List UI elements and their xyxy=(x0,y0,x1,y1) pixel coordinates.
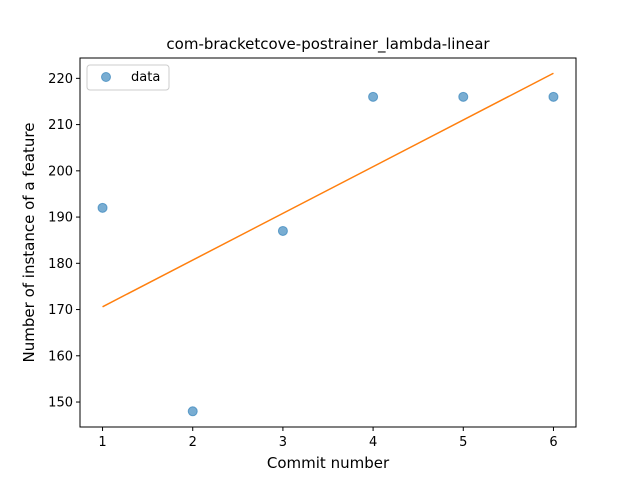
y-tick-label: 180 xyxy=(48,257,73,272)
x-tick-label: 1 xyxy=(98,435,106,450)
plot-frame xyxy=(79,57,577,428)
x-tick-label: 6 xyxy=(549,435,557,450)
legend-label-data: data xyxy=(131,70,160,85)
x-axis-ticks: 1 2 3 4 5 6 xyxy=(98,427,558,450)
y-tick-label: 160 xyxy=(48,349,73,364)
y-tick-label: 170 xyxy=(48,303,73,318)
data-point xyxy=(548,91,559,102)
data-point xyxy=(368,91,379,102)
data-point xyxy=(187,406,198,417)
y-axis-ticks: 150 160 170 180 190 200 210 220 xyxy=(48,72,80,411)
y-tick-label: 200 xyxy=(48,164,73,179)
y-tick-label: 190 xyxy=(48,211,73,226)
data-point xyxy=(458,91,469,102)
y-tick-label: 220 xyxy=(48,72,73,87)
legend-box xyxy=(86,64,170,91)
y-tick-label: 150 xyxy=(48,396,73,411)
y-axis-label: Number of instance of a feature xyxy=(20,123,38,363)
legend: data xyxy=(86,64,170,91)
x-tick-label: 4 xyxy=(369,435,377,450)
y-tick-label: 210 xyxy=(48,118,73,133)
chart-title: com-bracketcove-postrainer_lambda-linear xyxy=(166,35,490,54)
data-point xyxy=(97,202,108,213)
x-axis-label: Commit number xyxy=(267,454,390,472)
x-tick-label: 3 xyxy=(279,435,287,450)
fit-line xyxy=(102,72,554,308)
x-tick-label: 2 xyxy=(189,435,197,450)
legend-marker-data xyxy=(101,72,111,82)
x-tick-label: 5 xyxy=(459,435,467,450)
plot-marks xyxy=(97,72,559,417)
data-point xyxy=(277,225,288,236)
plot-area xyxy=(80,58,576,427)
